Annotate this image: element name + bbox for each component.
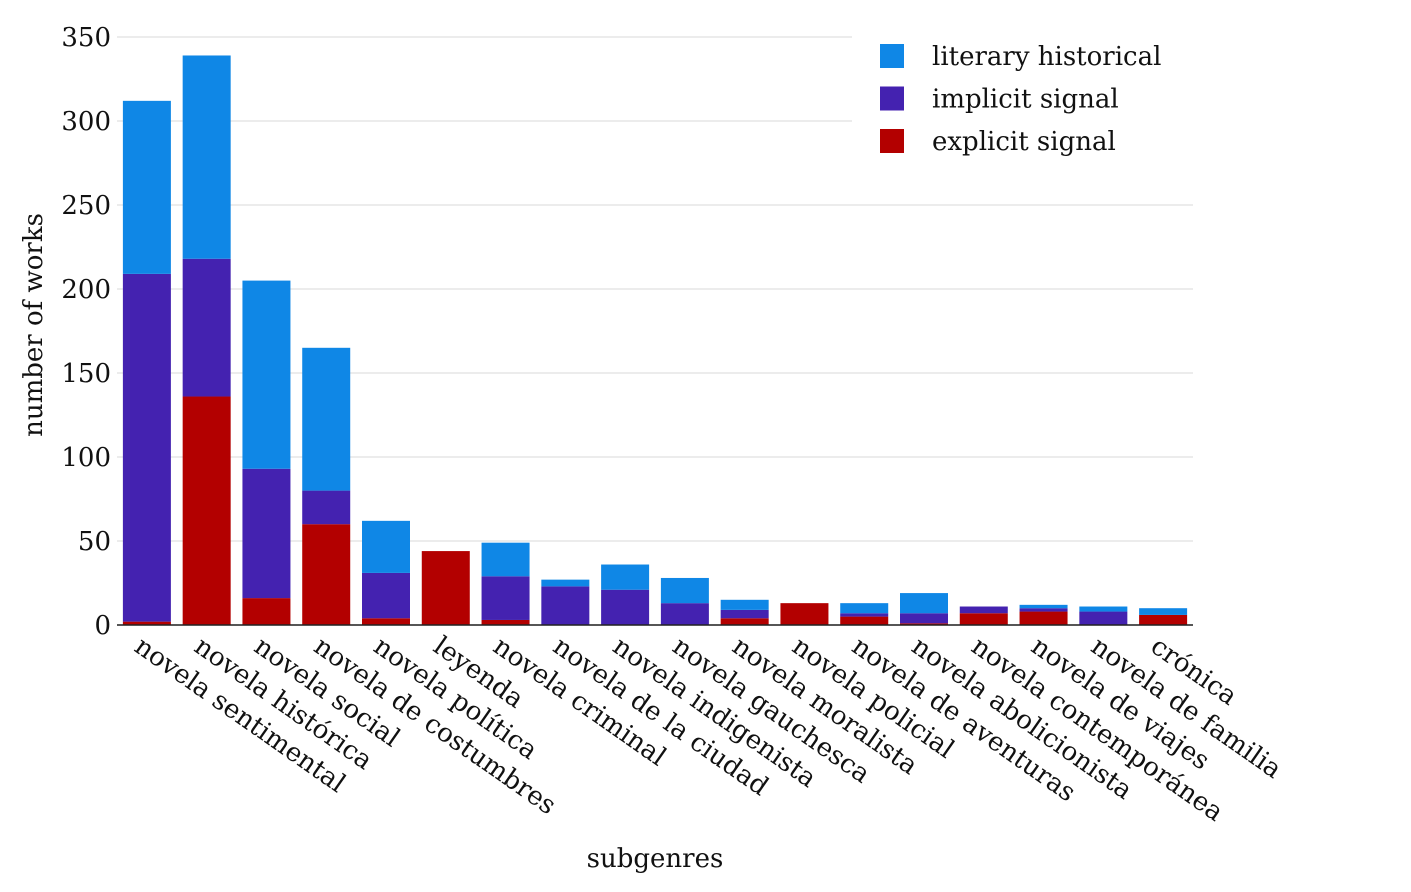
legend-swatch xyxy=(880,129,904,153)
bar-segment xyxy=(840,616,889,625)
bar-segment xyxy=(1079,606,1128,612)
bar-segment xyxy=(122,100,171,274)
y-tick-label: 100 xyxy=(61,443,111,473)
legend-label: explicit signal xyxy=(932,127,1116,157)
bar-segment xyxy=(182,55,231,259)
bar-segment xyxy=(242,280,291,469)
bar-segment xyxy=(601,589,650,625)
bar-segment xyxy=(1139,608,1188,615)
bar-segment xyxy=(840,603,889,614)
bar-segment xyxy=(1019,608,1068,612)
bar-segment xyxy=(182,258,231,397)
bar-segment xyxy=(302,524,351,625)
bar-segment xyxy=(959,613,1008,625)
bar-segment xyxy=(1079,611,1128,625)
bar-segment xyxy=(481,542,530,577)
bar-segment xyxy=(900,613,948,624)
legend-swatch xyxy=(880,86,904,111)
bar-segment xyxy=(302,347,351,491)
bar-segment xyxy=(720,609,769,619)
bar-segment xyxy=(601,564,650,590)
bar-segment xyxy=(362,572,410,619)
bar-segment xyxy=(900,623,948,625)
bar-segment xyxy=(840,613,889,617)
y-tick-label: 300 xyxy=(61,107,111,137)
bar-segment xyxy=(1139,614,1188,625)
bar-segment xyxy=(780,603,829,625)
legend-background xyxy=(852,25,1202,165)
x-axis-title: subgenres xyxy=(587,844,724,874)
bar-segment xyxy=(720,599,769,610)
y-tick-label: 50 xyxy=(78,527,111,557)
bar-segment xyxy=(362,520,410,573)
bar-segment xyxy=(481,576,530,620)
bar-segment xyxy=(660,577,709,604)
bar-segment xyxy=(182,396,231,625)
bar-segment xyxy=(900,593,948,614)
bar-segment xyxy=(362,618,410,625)
y-tick-label: 350 xyxy=(61,23,111,53)
bar-segment xyxy=(242,598,291,625)
y-axis-title: number of works xyxy=(19,213,49,437)
bar-segment xyxy=(1019,604,1068,609)
bar-segment xyxy=(720,618,769,625)
y-tick-label: 250 xyxy=(61,191,111,221)
bar-segment xyxy=(421,551,470,625)
bar-segment xyxy=(302,490,351,525)
bar-segment xyxy=(541,579,590,587)
y-tick-label: 200 xyxy=(61,275,111,305)
bar-segment xyxy=(481,619,530,625)
legend-swatch xyxy=(880,44,904,68)
bar-segment xyxy=(242,468,291,599)
bar-segment xyxy=(660,603,709,625)
bar-segment xyxy=(541,586,590,625)
legend-label: literary historical xyxy=(932,42,1161,72)
legend-label: implicit signal xyxy=(932,85,1119,115)
bar-segment xyxy=(959,606,1008,614)
bar-segment xyxy=(122,621,171,625)
bar-segment xyxy=(122,273,171,622)
y-tick-label: 0 xyxy=(94,611,111,641)
y-tick-label: 150 xyxy=(61,359,111,389)
bar-segment xyxy=(1019,611,1068,625)
